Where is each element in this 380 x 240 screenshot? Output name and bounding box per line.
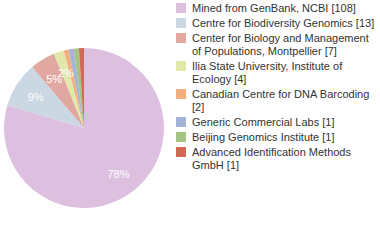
html-text:Ilia State University, Institu: Ilia State University, Institute of Ecol… [192,60,343,85]
svg-text:5%: 5% [46,72,63,85]
html-text:Mined from GenBank, NCBI [108]: Mined from GenBank, NCBI [108] [192,2,356,14]
html-text:Advanced Identification Method: Advanced Identification Methods GmbH [1] [192,146,351,171]
html-text:Centre for Biodiversity Genomi: Centre for Biodiversity Genomics [13] [192,17,375,29]
html-text:Center for Biology and Managem: Center for Biology and Management of Pop… [192,32,369,57]
html-text:Generic Commercial Labs [1]: Generic Commercial Labs [1] [192,116,335,128]
svg-text:2%: 2% [58,67,74,79]
html-text:Canadian Centre for DNA Barcod: Canadian Centre for DNA Barcoding [2] [192,88,370,113]
svg-text:78%: 78% [107,168,129,180]
html-text:Beijing Genomics Institute [1]: Beijing Genomics Institute [1] [192,131,335,143]
svg-text:9%: 9% [28,91,44,103]
